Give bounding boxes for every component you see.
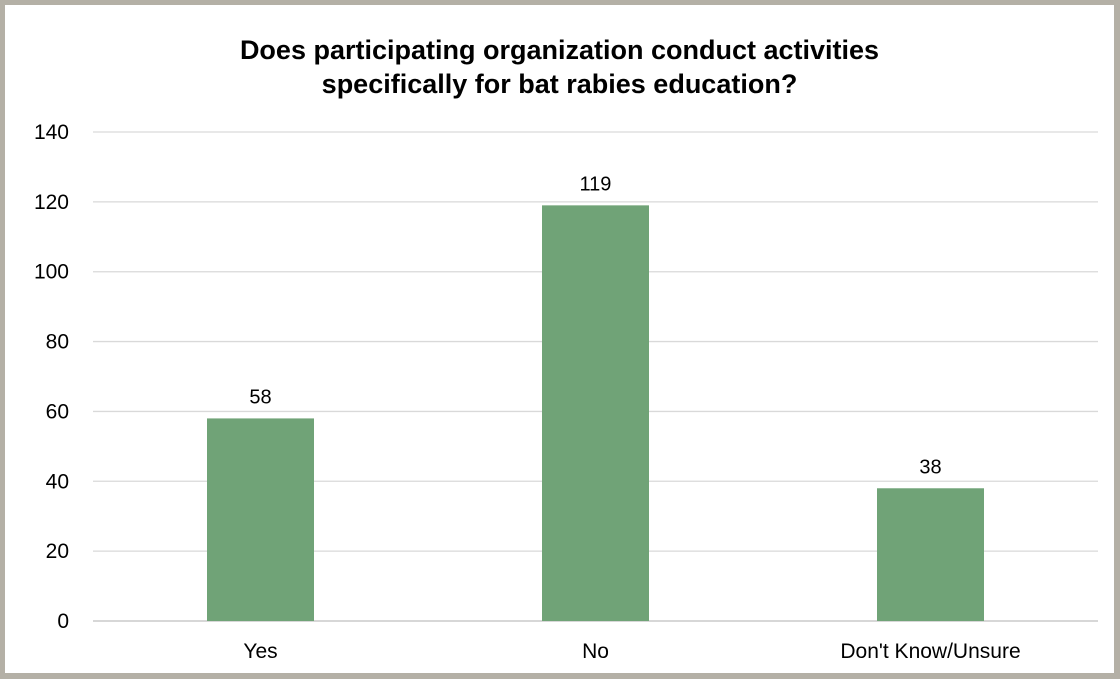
- chart-frame: Does participating organization conduct …: [5, 5, 1114, 673]
- y-tick-label: 20: [46, 540, 69, 563]
- chart-title: Does participating organization conduct …: [5, 33, 1114, 101]
- bar-chart: 0 20 40 60 80 100 120 140 58 Yes 119 No 38 Don't Know…: [34, 121, 1098, 663]
- y-tick-label: 40: [46, 470, 69, 493]
- y-tick-label: 0: [57, 610, 69, 633]
- bar: [542, 205, 649, 621]
- y-tick-label: 80: [46, 331, 69, 354]
- x-category-label: Yes: [243, 640, 277, 663]
- bar: [877, 488, 984, 621]
- data-label: 38: [919, 456, 941, 478]
- x-category-label: No: [582, 640, 609, 663]
- bar: [207, 418, 314, 621]
- y-tick-label: 140: [34, 121, 69, 144]
- chart-title-line-2: specifically for bat rabies education?: [321, 69, 798, 99]
- x-category-label: Don't Know/Unsure: [840, 640, 1020, 663]
- y-tick-label: 120: [34, 191, 69, 214]
- chart-title-line-1: Does participating organization conduct …: [239, 35, 880, 65]
- data-label: 119: [580, 173, 612, 195]
- y-tick-label: 60: [46, 400, 69, 423]
- data-label: 58: [249, 386, 271, 408]
- y-tick-label: 100: [34, 261, 69, 284]
